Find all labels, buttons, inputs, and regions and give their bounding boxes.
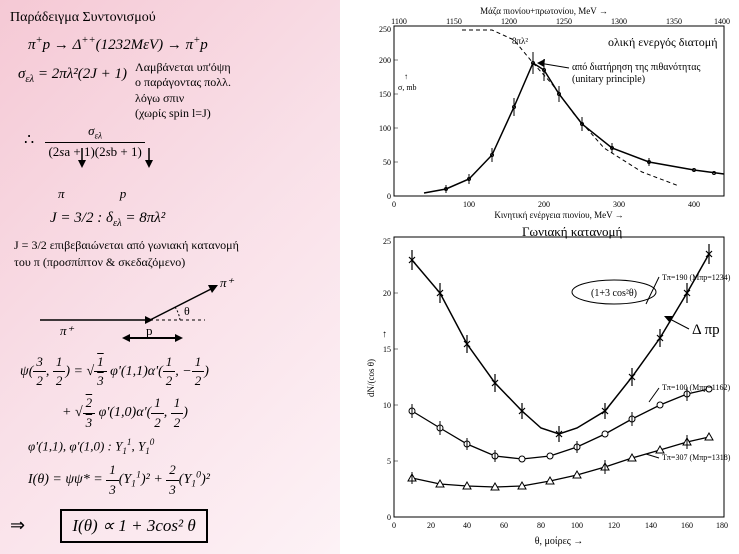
svg-text:Κινητική ενέργεια πιονίου, MeV: Κινητική ενέργεια πιονίου, MeV → xyxy=(494,210,623,220)
svg-text:↑: ↑ xyxy=(404,72,408,81)
svg-text:1200: 1200 xyxy=(501,17,517,26)
series-label-3: Tπ=307 (Mπp=1318) xyxy=(662,453,731,462)
svg-text:10: 10 xyxy=(383,401,391,410)
svg-text:π⁺: π⁺ xyxy=(60,323,75,338)
svg-text:160: 160 xyxy=(681,521,693,530)
spin-note: Λαμβάνεται υπ'όψη ο παράγοντας πολλ. λόγ… xyxy=(135,60,231,122)
svg-text:60: 60 xyxy=(500,521,508,530)
svg-text:20: 20 xyxy=(427,521,435,530)
y-ticks: 0 50 100 150 200 250 xyxy=(379,25,391,201)
svg-text:40: 40 xyxy=(463,521,471,530)
cross-section-chart: Μάζα πιονίου+πρωτονίου, MeV → 1100 1150 12… xyxy=(344,4,739,222)
scattering-diagram: π⁺ π⁺ θ p xyxy=(30,275,330,345)
svg-text:80: 80 xyxy=(537,521,545,530)
svg-text:1100: 1100 xyxy=(391,17,407,26)
svg-text:1350: 1350 xyxy=(666,17,682,26)
svg-text:από διατήρηση της πιθανότητας: από διατήρηση της πιθανότητας xyxy=(572,62,701,73)
svg-text:Μάζα πιονίου+πρωτονίου, MeV →: Μάζα πιονίου+πρωτονίου, MeV → xyxy=(480,6,608,16)
svg-text:250: 250 xyxy=(379,25,391,34)
svg-text:0: 0 xyxy=(387,192,391,201)
equation-psi1: ψ(32, 12) = √13 φ'(1,1)α'(12, −12) xyxy=(20,353,330,390)
series-label-2: Tπ=100 (Mπp=1162) xyxy=(662,383,730,392)
svg-text:1250: 1250 xyxy=(556,17,572,26)
equation-sigma: σελ = 2πλ²(2J + 1) xyxy=(18,64,127,88)
svg-text:1400: 1400 xyxy=(714,17,730,26)
svg-text:0: 0 xyxy=(387,513,391,522)
svg-text:25: 25 xyxy=(383,237,391,246)
svg-text:200: 200 xyxy=(379,56,391,65)
svg-text:20: 20 xyxy=(383,289,391,298)
svg-text:180: 180 xyxy=(716,521,728,530)
svg-text:(1+3 cos²θ): (1+3 cos²θ) xyxy=(591,288,637,299)
equation-J: J = 3/2 : δελ = 8πλ² xyxy=(50,208,330,232)
svg-text:0: 0 xyxy=(392,521,396,530)
svg-text:8πλ²: 8πλ² xyxy=(512,36,528,46)
boxed-result-row: ⇒ I(θ) ∝ 1 + 3cos² θ xyxy=(10,503,330,543)
svg-text:π⁺: π⁺ xyxy=(220,275,235,290)
svg-text:0: 0 xyxy=(392,200,396,209)
svg-text:θ: θ xyxy=(184,304,190,318)
svg-text:100: 100 xyxy=(379,124,391,133)
series-label-1: Tπ=190 (Mπp=1234) xyxy=(662,273,731,282)
svg-text:400: 400 xyxy=(688,200,700,209)
svg-text:200: 200 xyxy=(538,200,550,209)
panel-title: Παράδειγμα Συντονισμού xyxy=(10,8,330,28)
svg-text:15: 15 xyxy=(383,345,391,354)
svg-text:dN/(cos θ): dN/(cos θ) xyxy=(366,359,376,397)
right-charts-panel: Μάζα πιονίου+πρωτονίου, MeV → 1100 1150 12… xyxy=(340,0,739,554)
svg-text:σ, mb: σ, mb xyxy=(398,83,417,92)
svg-text:120: 120 xyxy=(608,521,620,530)
svg-text:Δ πp: Δ πp xyxy=(692,322,720,338)
angular-distribution-chart: Γωνιακή κατανομή 0 5 10 15 20 25 0 20 40 60 80 1… xyxy=(344,222,739,552)
svg-text:↑: ↑ xyxy=(382,329,387,340)
svg-text:θ, μοίρες →: θ, μοίρες → xyxy=(535,536,584,547)
particle-labels: π p xyxy=(58,185,330,203)
equation-psi2: + √23 φ'(1,0)α'(12, 12) xyxy=(62,394,330,431)
svg-text:1150: 1150 xyxy=(446,17,462,26)
svg-text:100: 100 xyxy=(463,200,475,209)
boxed-result: I(θ) ∝ 1 + 3cos² θ xyxy=(60,509,207,543)
note-J32: J = 3/2 επιβεβαιώνεται από γωνιακή καταν… xyxy=(14,237,330,271)
svg-text:100: 100 xyxy=(571,521,583,530)
bot-x-ticks: 0 100 200 300 400 xyxy=(392,200,700,209)
svg-text:(unitary principle): (unitary principle) xyxy=(572,74,645,85)
svg-text:5: 5 xyxy=(387,457,391,466)
svg-text:300: 300 xyxy=(613,200,625,209)
svg-text:1300: 1300 xyxy=(611,17,627,26)
equation-I: I(θ) = ψψ* = 13(Y11)² + 23(Y10)² xyxy=(28,461,330,498)
chart-title: ολική ενεργός διατομή xyxy=(608,35,717,49)
equation-phi-note: φ'(1,1), φ'(1,0) : Y11, Y10 xyxy=(28,436,330,458)
svg-text:50: 50 xyxy=(383,158,391,167)
svg-text:140: 140 xyxy=(645,521,657,530)
left-physics-panel: Παράδειγμα Συντονισμού π+p → Δ++(1232MεV… xyxy=(0,0,340,554)
equation-reaction: π+p → Δ++(1232MεV) → π+p xyxy=(28,34,330,56)
equation-fraction: ∴ σελ (2sa + 1)(2sb + 1) xyxy=(24,122,330,162)
svg-text:p: p xyxy=(146,323,153,338)
bot-chart-title: Γωνιακή κατανομή xyxy=(522,224,622,239)
top-x-ticks: 1100 1150 1200 1250 1300 1350 1400 xyxy=(391,17,730,26)
svg-text:150: 150 xyxy=(379,90,391,99)
